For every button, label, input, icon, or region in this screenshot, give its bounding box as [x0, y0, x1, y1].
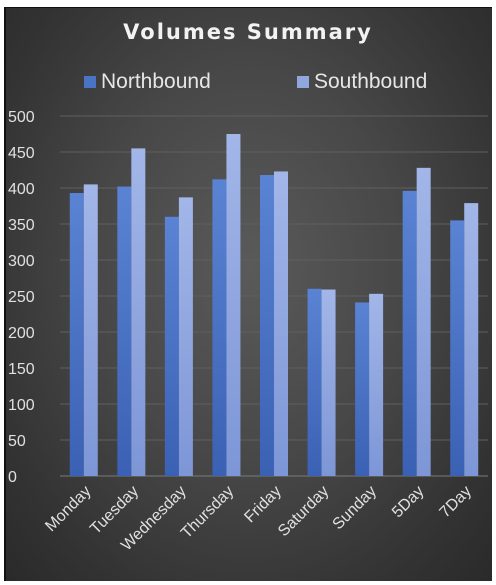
legend-label-northbound: Northbound: [101, 70, 211, 93]
legend-swatch-southbound: [297, 76, 309, 88]
x-tick-label: 7Day: [437, 483, 475, 521]
y-tick-label: 450: [8, 145, 35, 162]
x-tick-label: Sunday: [330, 483, 380, 533]
bar-southbound-saturday: [321, 289, 336, 476]
bar-northbound-wednesday: [164, 216, 179, 477]
bar-southbound-7day: [464, 203, 479, 476]
y-tick-label: 300: [8, 253, 35, 270]
bar-southbound-wednesday: [178, 197, 193, 477]
x-tick-label: 5Day: [389, 483, 427, 521]
bar-southbound-sunday: [369, 293, 384, 476]
bar-northbound-7day: [450, 220, 465, 476]
bar-northbound-thursday: [212, 179, 227, 477]
chart-title: Volumes Summary: [123, 20, 373, 44]
legend-swatch-northbound: [84, 76, 96, 88]
bar-northbound-saturday: [307, 288, 322, 476]
bars: [69, 134, 479, 477]
legend-item-southbound: Southbound: [297, 67, 427, 97]
y-tick-label: 500: [8, 109, 35, 126]
bar-southbound-friday: [274, 171, 288, 476]
bar-northbound-tuesday: [117, 186, 132, 476]
legend-label-southbound: Southbound: [314, 70, 428, 93]
bar-southbound-5day: [416, 167, 431, 476]
y-tick-label: 400: [8, 181, 35, 198]
y-tick-label: 150: [8, 361, 35, 378]
y-tick-label: 200: [8, 325, 35, 342]
y-tick-label: 100: [8, 397, 35, 414]
x-tick-label: Saturday: [275, 483, 332, 540]
x-tick-label: Friday: [241, 483, 284, 526]
bar-southbound-thursday: [226, 134, 241, 476]
bar-northbound-sunday: [355, 302, 370, 476]
y-tick-label: 350: [8, 217, 35, 234]
legend-item-northbound: Northbound: [84, 67, 211, 97]
x-tick-label: Monday: [42, 483, 94, 535]
x-tick-label: Thursday: [178, 483, 237, 542]
y-tick-label: 50: [8, 433, 26, 450]
bar-northbound-friday: [260, 175, 274, 477]
bar-southbound-monday: [83, 184, 98, 476]
legend: Northbound Southbound: [0, 67, 496, 97]
y-tick-label: 0: [8, 469, 17, 486]
bar-northbound-5day: [402, 190, 417, 476]
bar-southbound-tuesday: [131, 148, 146, 476]
bar-northbound-monday: [69, 193, 84, 477]
y-tick-label: 250: [8, 289, 35, 306]
y-axis: 0 50 100 150 200 250 300 350 400 450 500: [8, 109, 35, 486]
